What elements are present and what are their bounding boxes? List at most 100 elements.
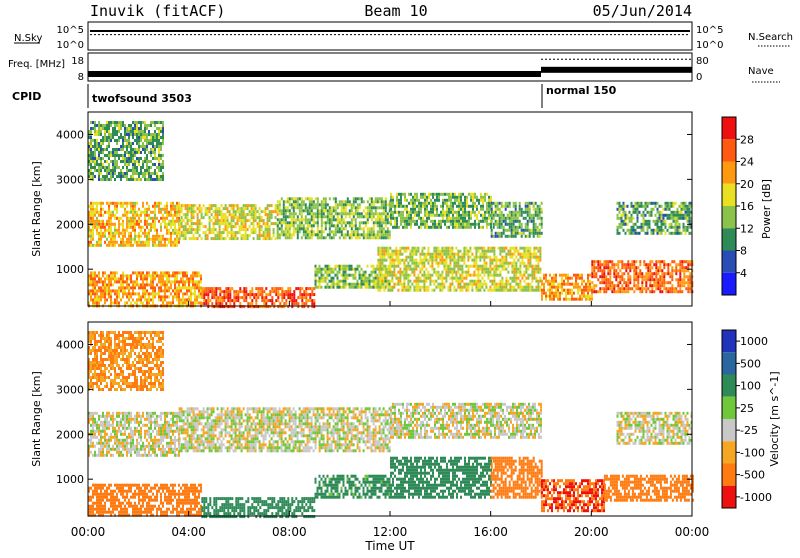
velocity-cbar-tick-6: -500 xyxy=(740,469,765,482)
x-tick-1: 04:00 xyxy=(171,525,206,539)
velocity-cbar-tick-5: -100 xyxy=(740,446,765,459)
power-band-9 xyxy=(541,274,593,301)
velocity-cbar-swatch-3 xyxy=(722,397,736,419)
power-cbar-swatch-6 xyxy=(722,251,736,273)
power-band-10 xyxy=(591,260,693,293)
power-cbar-swatch-2 xyxy=(722,162,736,184)
velocity-cbar-swatch-2 xyxy=(722,375,736,397)
velocity-band-11 xyxy=(88,331,164,391)
cpid-entry-normal: normal 150 xyxy=(546,84,617,97)
velocity-band-9 xyxy=(604,475,694,502)
power-ytick-1000: 1000 xyxy=(56,263,84,276)
velocity-cbar-tick-3: 25 xyxy=(740,402,754,415)
noise-ylabel: N.Sky xyxy=(14,33,42,44)
velocity-band-8 xyxy=(541,479,605,512)
station-title: Inuvik (fitACF) xyxy=(90,2,225,20)
velocity-cbar-swatch-6 xyxy=(722,464,736,486)
x-axis-label: Time UT xyxy=(364,539,415,553)
velocity-band-5 xyxy=(315,475,391,499)
power-cbar-swatch-7 xyxy=(722,273,736,295)
velocity-band-10 xyxy=(617,412,693,445)
cpid-label: CPID xyxy=(12,90,41,103)
x-tick-6: 00:00 xyxy=(675,525,710,539)
date-title: 05/Jun/2014 xyxy=(593,2,692,20)
power-cbar-swatch-5 xyxy=(722,228,736,250)
power-cbar-tick-5: 24 xyxy=(740,156,754,169)
velocity-band-2 xyxy=(390,403,542,439)
velocity-ytick-4000: 4000 xyxy=(56,338,84,351)
x-tick-4: 16:00 xyxy=(473,525,508,539)
x-tick-2: 08:00 xyxy=(272,525,307,539)
velocity-ytick-1000: 1000 xyxy=(56,473,84,486)
velocity-cbar-tick-1: 500 xyxy=(740,357,761,370)
freq-ylabel: Freq. [MHz] xyxy=(8,59,65,70)
power-cbar-tick-4: 20 xyxy=(740,178,754,191)
velocity-cbar-swatch-1 xyxy=(722,352,736,374)
power-band-3 xyxy=(390,193,492,229)
power-band-8 xyxy=(377,247,541,292)
power-cbar-tick-0: 4 xyxy=(740,267,747,280)
velocity-band-6 xyxy=(390,457,492,499)
velocity-cbar-tick-2: 100 xyxy=(740,380,761,393)
velocity-cbar-swatch-4 xyxy=(722,419,736,441)
velocity-cbar-swatch-5 xyxy=(722,441,736,463)
noise-panel: 10^5 10^0 10^5 10^0 N.Sky N.Search xyxy=(14,22,793,51)
frequency-panel: 18 8 80 0 Freq. [MHz] Nave xyxy=(8,53,780,83)
freq-ytick-bottom: 8 xyxy=(78,72,84,83)
power-ytick-2000: 2000 xyxy=(56,218,84,231)
power-cbar-tick-1: 8 xyxy=(740,245,747,258)
noise-ytick-bottom: 10^0 xyxy=(57,40,84,51)
power-band-5 xyxy=(88,271,202,307)
noise-ytick-top: 10^5 xyxy=(57,25,84,36)
nave-legend-label: Nave xyxy=(748,66,774,77)
power-ylabel: Slant Range [km] xyxy=(30,161,43,257)
freq-right-ytick-top: 80 xyxy=(696,56,709,67)
power-band-6 xyxy=(201,287,315,308)
power-cbar-tick-3: 16 xyxy=(740,200,754,213)
power-cbar-swatch-3 xyxy=(722,184,736,206)
velocity-cbar-label: Velocity [m s^-1] xyxy=(768,371,781,466)
power-band-11 xyxy=(617,202,693,235)
beam-title: Beam 10 xyxy=(364,2,427,20)
velocity-cbar-label-text: Velocity [m s^-1] xyxy=(768,371,781,466)
power-ytick-3000: 3000 xyxy=(56,173,84,186)
power-cbar-swatch-0 xyxy=(722,117,736,139)
power-ytick-4000: 4000 xyxy=(56,128,84,141)
velocity-ylabel: Slant Range [km] xyxy=(30,371,43,467)
x-tick-0: 00:00 xyxy=(71,525,106,539)
freq-segment-1 xyxy=(541,67,692,73)
power-band-1 xyxy=(179,204,279,240)
power-band-2 xyxy=(277,197,391,239)
velocity-band-0 xyxy=(88,412,180,457)
freq-ytick-top: 18 xyxy=(71,56,84,67)
power-band-4 xyxy=(491,202,543,238)
noise-legend-label: N.Search xyxy=(748,32,793,43)
power-cbar-tick-6: 28 xyxy=(740,133,754,146)
noise-right-ytick-top: 10^5 xyxy=(696,25,723,36)
velocity-ytick-3000: 3000 xyxy=(56,383,84,396)
velocity-band-7 xyxy=(491,457,543,499)
velocity-cbar-swatch-7 xyxy=(722,486,736,508)
power-cbar-swatch-1 xyxy=(722,139,736,161)
power-cbar-label: Power [dB] xyxy=(760,179,773,239)
velocity-band-3 xyxy=(88,484,202,517)
power-band-12 xyxy=(88,121,164,181)
power-cbar-tick-2: 12 xyxy=(740,222,754,235)
freq-segment-0 xyxy=(88,71,541,77)
velocity-ytick-2000: 2000 xyxy=(56,428,84,441)
x-tick-5: 20:00 xyxy=(574,525,609,539)
power-cbar-swatch-4 xyxy=(722,206,736,228)
cpid-entry-twofsound: twofsound 3503 xyxy=(92,92,192,105)
velocity-cbar-tick-0: 1000 xyxy=(740,335,768,348)
power-panel: 1000 2000 3000 4000 Slant Range [km] 4 8 12 16… xyxy=(30,112,773,308)
cpid-panel: CPID twofsound 3503 normal 150 xyxy=(12,84,617,108)
velocity-panel: 1000 2000 3000 4000 Slant Range [km] 1000 50… xyxy=(30,301,781,553)
x-tick-3: 12:00 xyxy=(373,525,408,539)
freq-right-ytick-bottom: 0 xyxy=(696,72,702,83)
power-band-0 xyxy=(88,202,180,247)
velocity-cbar-tick-7: -1000 xyxy=(740,491,772,504)
velocity-band-1 xyxy=(179,407,391,452)
velocity-cbar-tick-4: -25 xyxy=(740,424,758,437)
velocity-band-4 xyxy=(201,497,315,518)
